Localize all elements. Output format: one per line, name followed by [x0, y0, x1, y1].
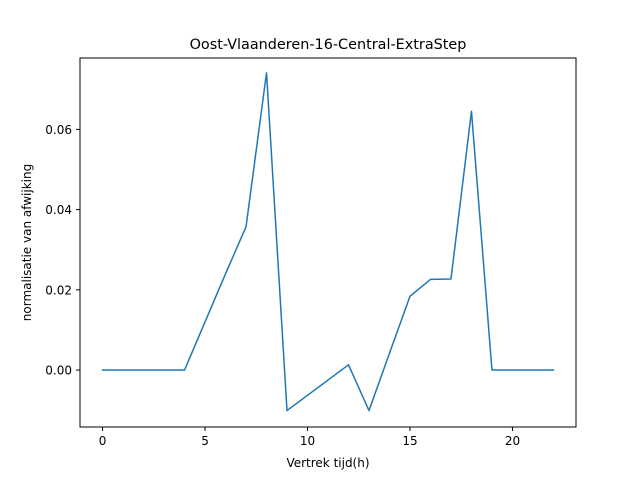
y-tick-label: 0.00: [45, 364, 72, 378]
y-tick-label: 0.04: [45, 203, 72, 217]
x-axis: 0 5 10 15 20: [99, 427, 520, 448]
y-axis-label: normalisatie van afwijking: [20, 164, 34, 321]
chart-title: Oost-Vlaanderen-16-Central-ExtraStep: [190, 37, 467, 53]
x-tick-label: 0: [99, 434, 107, 448]
y-tick-label: 0.02: [45, 283, 72, 297]
x-axis-label: Vertrek tijd(h): [286, 456, 369, 470]
x-tick-label: 20: [505, 434, 520, 448]
x-tick-label: 5: [201, 434, 209, 448]
x-tick-label: 10: [300, 434, 315, 448]
y-axis: 0.00 0.02 0.04 0.06: [45, 123, 80, 378]
axes-frame: [79, 57, 577, 428]
y-tick-label: 0.06: [45, 123, 72, 137]
series-line-0: [101, 72, 555, 412]
x-tick-label: 15: [402, 434, 417, 448]
plot-area: [101, 72, 555, 412]
